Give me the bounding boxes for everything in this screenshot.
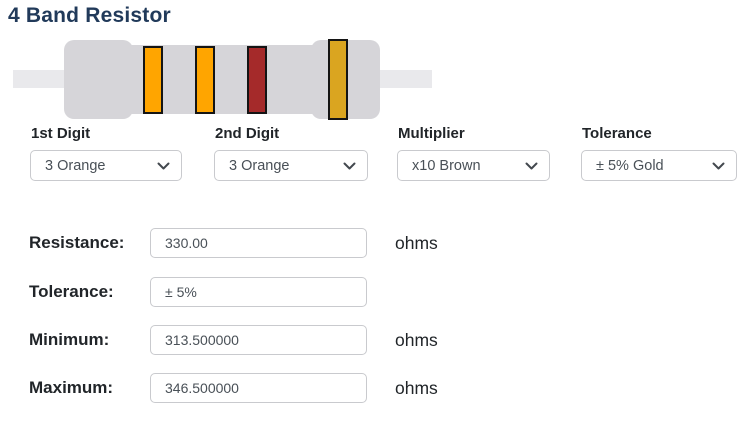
page-title: 4 Band Resistor <box>8 4 171 27</box>
resistor-graphic <box>13 38 432 120</box>
first-digit-band <box>143 46 163 114</box>
second-digit-control: 2nd Digit 3 Orange <box>214 125 368 181</box>
first-digit-select[interactable]: 3 Orange <box>30 150 182 181</box>
tolerance-select[interactable]: ± 5% Gold <box>581 150 737 181</box>
resistance-unit: ohms <box>395 233 438 253</box>
minimum-input[interactable] <box>150 325 367 355</box>
tolerance-band <box>328 39 348 120</box>
resistance-label: Resistance: <box>29 233 125 252</box>
minimum-row: Minimum: ohms <box>0 325 744 355</box>
tolerance-input[interactable] <box>150 277 367 307</box>
tolerance-row: Tolerance: <box>0 277 744 307</box>
multiplier-select[interactable]: x10 Brown <box>397 150 550 181</box>
second-digit-select[interactable]: 3 Orange <box>214 150 368 181</box>
minimum-label: Minimum: <box>29 330 110 349</box>
second-digit-label: 2nd Digit <box>215 125 280 142</box>
resistor-cap-left <box>64 40 133 119</box>
maximum-input[interactable] <box>150 373 367 403</box>
minimum-unit: ohms <box>395 330 438 350</box>
tolerance-control: Tolerance ± 5% Gold <box>581 125 737 181</box>
multiplier-band <box>247 46 267 114</box>
tolerance-label: Tolerance <box>582 125 652 142</box>
multiplier-control: Multiplier x10 Brown <box>397 125 550 181</box>
first-digit-label: 1st Digit <box>31 125 91 142</box>
multiplier-label: Multiplier <box>398 125 465 142</box>
resistance-input[interactable] <box>150 228 367 258</box>
first-digit-control: 1st Digit 3 Orange <box>30 125 182 181</box>
maximum-unit: ohms <box>395 378 438 398</box>
second-digit-band <box>195 46 215 114</box>
maximum-label: Maximum: <box>29 378 114 397</box>
resistance-row: Resistance: ohms <box>0 228 744 258</box>
maximum-row: Maximum: ohms <box>0 373 744 403</box>
tolerance-result-label: Tolerance: <box>29 282 114 301</box>
